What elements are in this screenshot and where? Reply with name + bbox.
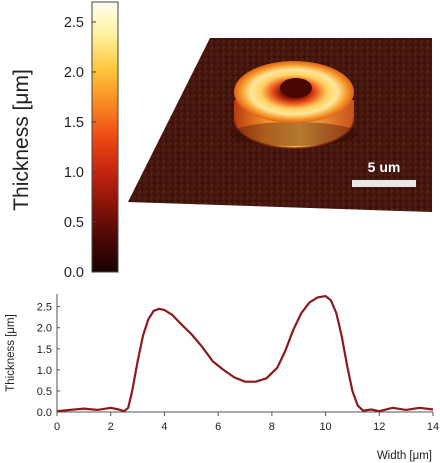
colorbar-tick-label: 0.0 (64, 265, 84, 281)
colorbar-tick-label: 0.5 (64, 215, 84, 231)
x-axis-label: Width [μm] (377, 450, 432, 462)
y-axis-label: Thickness [μm] (5, 314, 17, 392)
colorbar-tick-label: 1.0 (64, 165, 84, 181)
scale-bar (352, 180, 416, 187)
colorbar: 0.0 0.5 1.0 1.5 2.0 2.5 Thickness [μm] (10, 1, 119, 281)
x-ticks: 0 2 4 6 8 10 12 14 (54, 412, 439, 433)
colorbar-tick-label: 1.5 (64, 115, 84, 131)
x-tick-label: 0 (54, 421, 60, 433)
x-tick-label: 12 (373, 421, 385, 433)
colorbar-gradient (91, 1, 119, 273)
colorbar-tick-label: 2.5 (64, 15, 84, 31)
y-tick-label: 0.0 (37, 407, 52, 419)
y-tick-label: 0.5 (37, 386, 52, 398)
colorbar-ticks: 0.0 0.5 1.0 1.5 2.0 2.5 (64, 15, 96, 281)
x-tick-label: 6 (215, 421, 221, 433)
profile-plot: 0.0 0.5 1.0 1.5 2.0 2.5 0 2 4 6 8 10 12 14 Thickness… (5, 294, 439, 462)
x-tick-label: 10 (319, 421, 331, 433)
afm-surface-image: 5 um (128, 38, 432, 212)
x-tick-label: 4 (161, 421, 167, 433)
y-ticks: 0.0 0.5 1.0 1.5 2.0 2.5 (37, 302, 60, 419)
y-tick-label: 1.5 (37, 344, 52, 356)
ring-particle-hole (280, 78, 312, 98)
y-tick-label: 1.0 (37, 365, 52, 377)
thickness-profile-line (56, 295, 434, 413)
y-tick-label: 2.0 (37, 323, 52, 335)
y-tick-label: 2.5 (37, 302, 52, 314)
colorbar-tick-label: 2.0 (64, 65, 84, 81)
x-tick-label: 2 (108, 421, 114, 433)
x-tick-label: 8 (269, 421, 275, 433)
ring-particle-shadow (230, 122, 358, 146)
scale-bar-label: 5 um (368, 159, 401, 175)
colorbar-label: Thickness [μm] (10, 69, 33, 211)
x-tick-label: 14 (427, 421, 439, 433)
